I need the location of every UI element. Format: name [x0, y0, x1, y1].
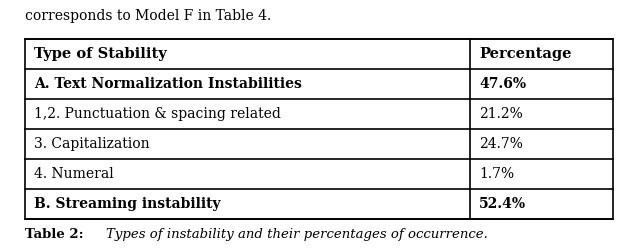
Text: 4. Numeral: 4. Numeral: [34, 167, 114, 181]
Text: 52.4%: 52.4%: [479, 197, 526, 211]
Text: 3. Capitalization: 3. Capitalization: [34, 137, 150, 151]
Text: B. Streaming instability: B. Streaming instability: [34, 197, 221, 211]
Text: 1,2. Punctuation & spacing related: 1,2. Punctuation & spacing related: [34, 107, 281, 121]
Text: Types of instability and their percentages of occurrence.: Types of instability and their percentag…: [106, 228, 488, 241]
Text: Percentage: Percentage: [479, 47, 572, 61]
Text: A. Text Normalization Instabilities: A. Text Normalization Instabilities: [34, 77, 302, 91]
Text: Type of Stability: Type of Stability: [34, 47, 167, 61]
Text: 24.7%: 24.7%: [479, 137, 523, 151]
Text: Table 2:: Table 2:: [25, 228, 88, 241]
Text: 21.2%: 21.2%: [479, 107, 522, 121]
Text: corresponds to Model F in Table 4.: corresponds to Model F in Table 4.: [25, 9, 271, 23]
Text: 47.6%: 47.6%: [479, 77, 526, 91]
Bar: [25, 39, 613, 219]
Text: 1.7%: 1.7%: [479, 167, 514, 181]
